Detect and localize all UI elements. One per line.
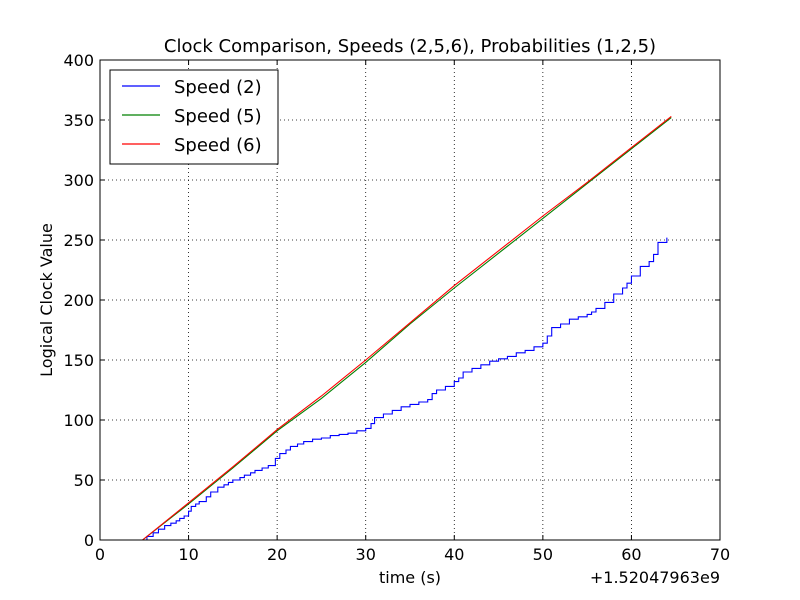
y-tick-label: 0 — [84, 531, 94, 550]
y-tick-label: 400 — [63, 51, 94, 70]
x-axis-label: time (s) — [379, 568, 441, 587]
y-tick-label: 350 — [63, 111, 94, 130]
series-line-2 — [142, 115, 672, 541]
y-tick-label: 150 — [63, 351, 94, 370]
x-offset-label: +1.52047963e9 — [590, 568, 720, 587]
x-tick-label: 10 — [178, 545, 198, 564]
y-tick-label: 300 — [63, 171, 94, 190]
x-tick-label: 30 — [356, 545, 376, 564]
x-tick-label: 40 — [444, 545, 464, 564]
legend-label-0: Speed (2) — [174, 77, 262, 98]
y-axis-label: Logical Clock Value — [37, 223, 56, 377]
y-tick-label: 100 — [63, 411, 94, 430]
legend-label-1: Speed (5) — [174, 106, 262, 127]
y-tick-label: 250 — [63, 231, 94, 250]
series-line-1 — [142, 117, 672, 541]
y-tick-label: 50 — [74, 471, 94, 490]
legend-box — [109, 69, 279, 165]
series-line-0 — [142, 237, 668, 541]
chart-title: Clock Comparison, Speeds (2,5,6), Probab… — [164, 36, 656, 57]
legend-label-2: Speed (6) — [174, 135, 262, 156]
x-tick-label: 50 — [533, 545, 553, 564]
y-tick-label: 200 — [63, 291, 94, 310]
x-tick-label: 0 — [95, 545, 105, 564]
axis-ticks: 0 10 20 30 40 50 60 70 0 50 100 150 200 250 300 350 400 — [63, 51, 730, 564]
legend: Speed (2) Speed (5) Speed (6) — [109, 69, 279, 165]
series-lines — [142, 115, 672, 541]
x-tick-label: 60 — [621, 545, 641, 564]
x-tick-label: 20 — [267, 545, 287, 564]
x-tick-label: 70 — [710, 545, 730, 564]
